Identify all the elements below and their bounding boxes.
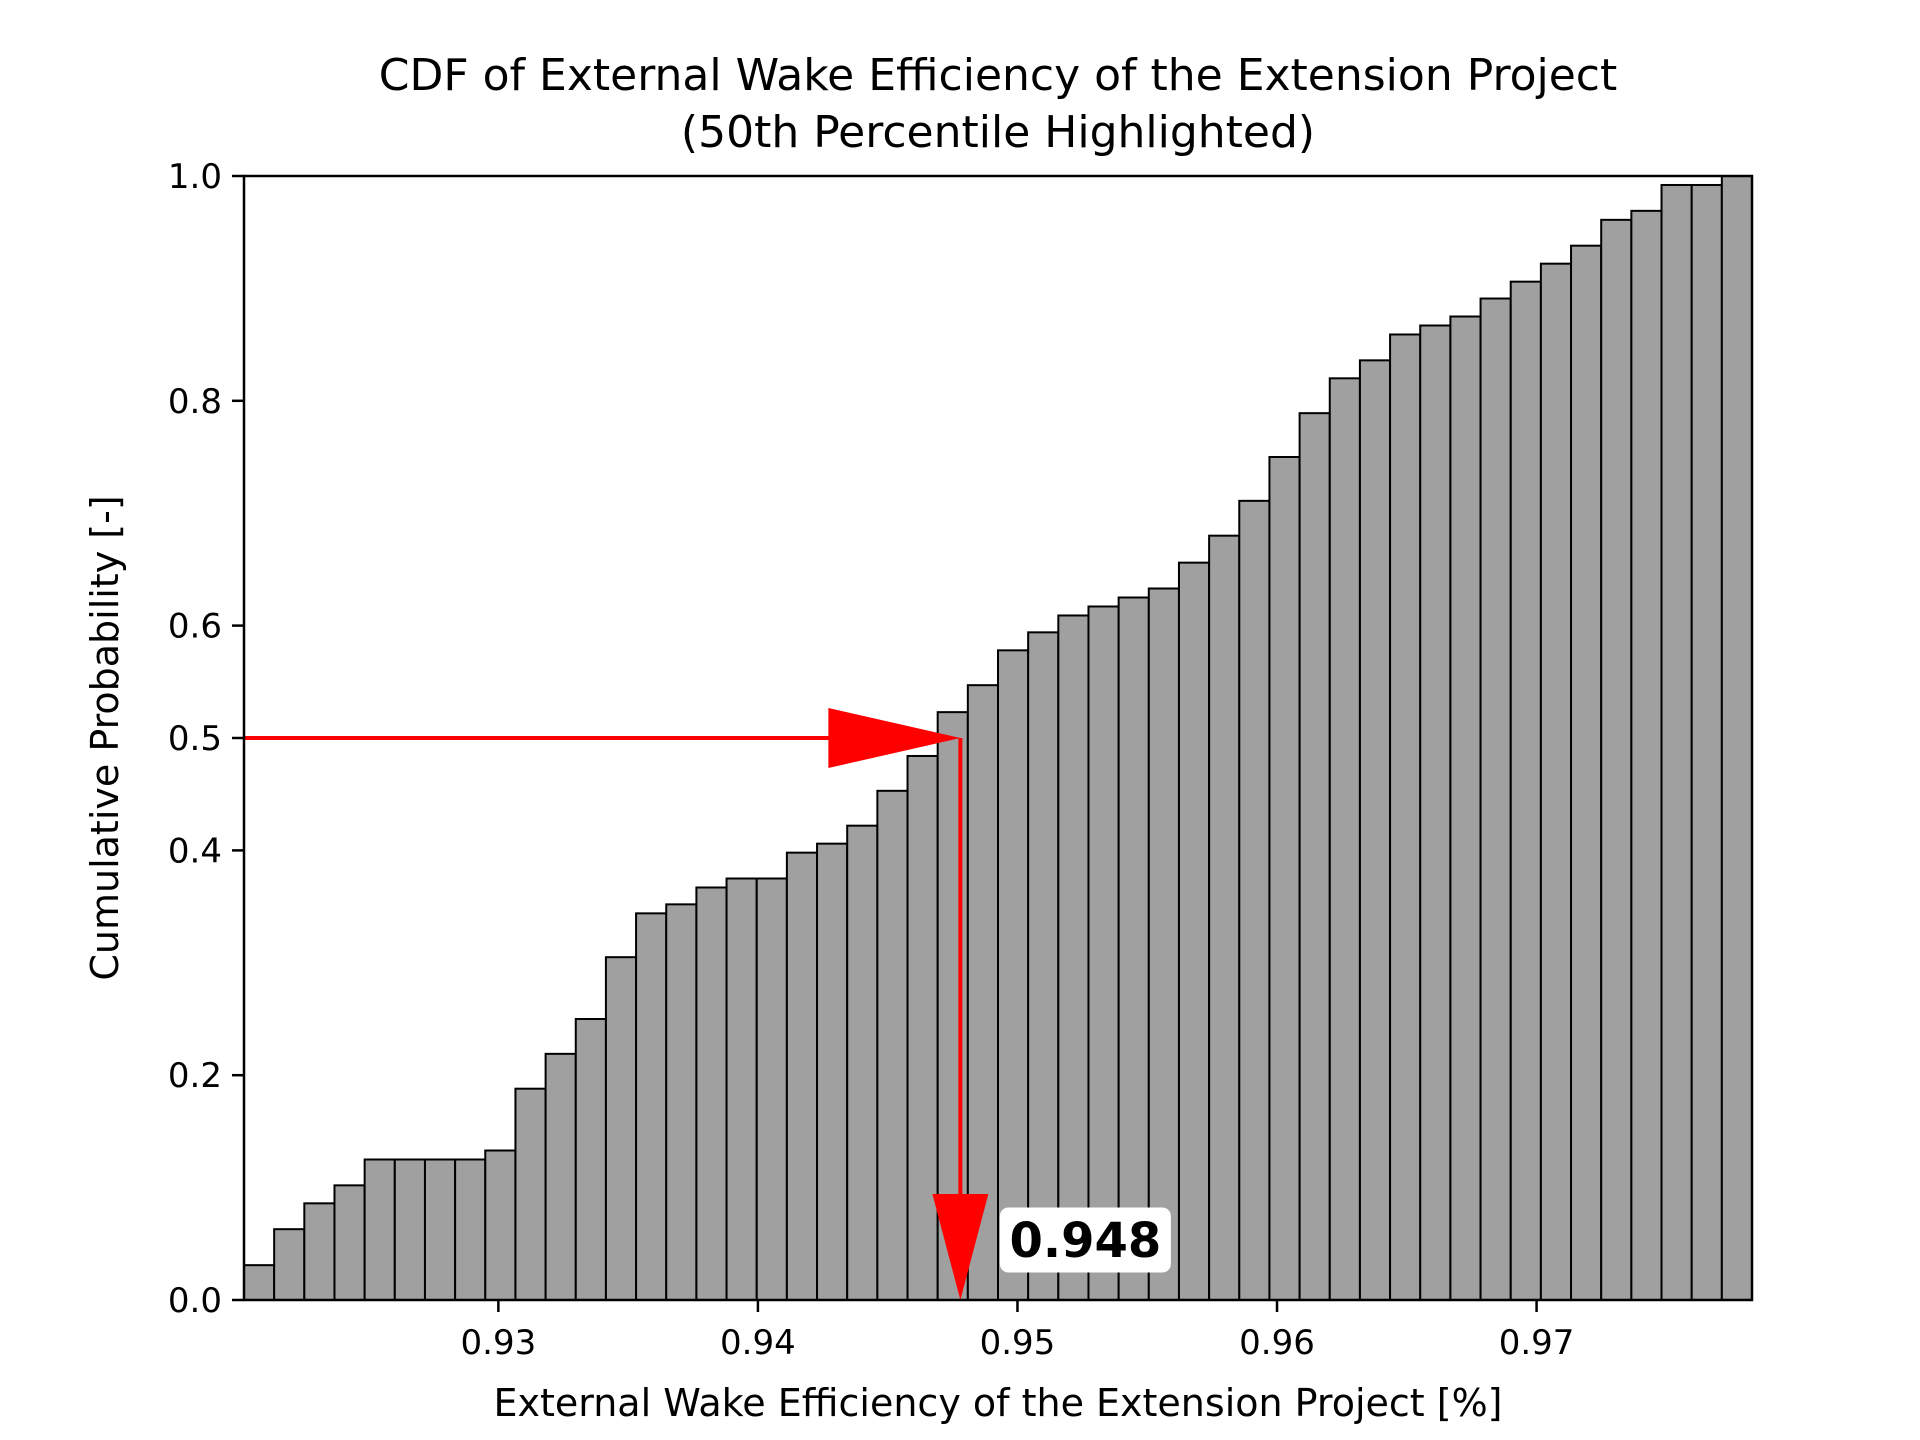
cdf-bar (695, 886, 728, 1301)
cdf-bar (1268, 456, 1301, 1301)
y-tick-label: 0.5 (168, 719, 222, 759)
cdf-bar (1087, 605, 1120, 1301)
cdf-bar (1690, 183, 1723, 1302)
cdf-bar (1660, 183, 1693, 1302)
cdf-bar (1358, 359, 1392, 1301)
y-tick-label: 0.4 (168, 831, 222, 871)
cdf-bar (1298, 412, 1331, 1301)
cdf-bar (484, 1149, 517, 1302)
x-tick-label: 0.94 (720, 1323, 796, 1363)
cdf-bar (303, 1202, 336, 1302)
y-tick-label: 0.6 (168, 607, 222, 647)
y-axis-ticks: 0.0 0.2 0.4 0.5 0.6 0.8 1.0 (168, 157, 244, 1321)
cdf-bar (1720, 175, 1753, 1301)
x-tick-label: 0.96 (1239, 1323, 1315, 1363)
cdf-bar (1570, 244, 1603, 1302)
percentile-annotation: 0.948 (244, 708, 1171, 1300)
cdf-bar (1208, 534, 1241, 1301)
y-axis-label: Cumulative Probability [-] (83, 495, 127, 980)
cdf-bar (1389, 333, 1422, 1301)
x-axis-ticks: 0.93 0.94 0.95 0.96 0.97 (461, 1300, 1575, 1363)
cdf-bar (1630, 209, 1663, 1301)
cdf-bar (1419, 324, 1452, 1301)
y-tick-label: 0.8 (168, 382, 222, 422)
cdf-bar (1177, 561, 1211, 1301)
cdf-bar (1539, 262, 1573, 1301)
cdf-bar (906, 754, 939, 1301)
cdf-bar (604, 956, 638, 1301)
cdf-bar (755, 877, 788, 1301)
cdf-bar (574, 1018, 607, 1301)
cdf-bar (665, 903, 698, 1301)
x-tick-label: 0.93 (461, 1323, 537, 1363)
cdf-bar (725, 877, 758, 1301)
x-axis-label: External Wake Efficiency of the Extensio… (493, 1381, 1502, 1425)
y-tick-label: 0.0 (168, 1281, 222, 1321)
cdf-bar (816, 842, 849, 1301)
y-tick-label: 0.2 (168, 1056, 222, 1096)
cdf-bar (1147, 587, 1180, 1301)
cdf-bar (1057, 614, 1090, 1301)
cdf-bar (544, 1052, 577, 1301)
cdf-bar (333, 1184, 366, 1302)
cdf-bar (1509, 280, 1542, 1301)
cdf-bar (1027, 631, 1060, 1301)
cdf-bar (363, 1158, 396, 1301)
cdf-bar (1600, 218, 1633, 1301)
cdf-bar (393, 1158, 426, 1301)
y-tick-label: 1.0 (168, 157, 222, 197)
cdf-bar (454, 1158, 487, 1301)
cdf-bar (423, 1158, 457, 1301)
cdf-bar (1449, 315, 1482, 1301)
vertical-arrow-head (932, 1194, 989, 1300)
chart-subtitle: (50th Percentile Highlighted) (681, 107, 1315, 158)
cdf-bar (785, 851, 819, 1301)
cdf-bar (1117, 596, 1150, 1301)
cdf-bar (1479, 297, 1512, 1301)
histogram-bars (243, 175, 1753, 1302)
cdf-bar (273, 1228, 306, 1301)
cdf-bar (514, 1087, 547, 1301)
cdf-bar (1328, 377, 1361, 1301)
cdf-bar (1238, 499, 1271, 1301)
chart-title: CDF of External Wake Efficiency of the E… (379, 50, 1618, 101)
x-tick-label: 0.95 (980, 1323, 1056, 1363)
horizontal-arrow-head (828, 708, 961, 768)
cdf-bar (997, 649, 1030, 1301)
x-tick-label: 0.97 (1499, 1323, 1575, 1363)
cdf-bar (846, 824, 879, 1301)
value-label: 0.948 (1009, 1213, 1161, 1269)
value-label-box (999, 1207, 1171, 1273)
cdf-bar (243, 1264, 276, 1302)
cdf-bar (876, 789, 909, 1301)
cdf-bar (635, 912, 668, 1301)
